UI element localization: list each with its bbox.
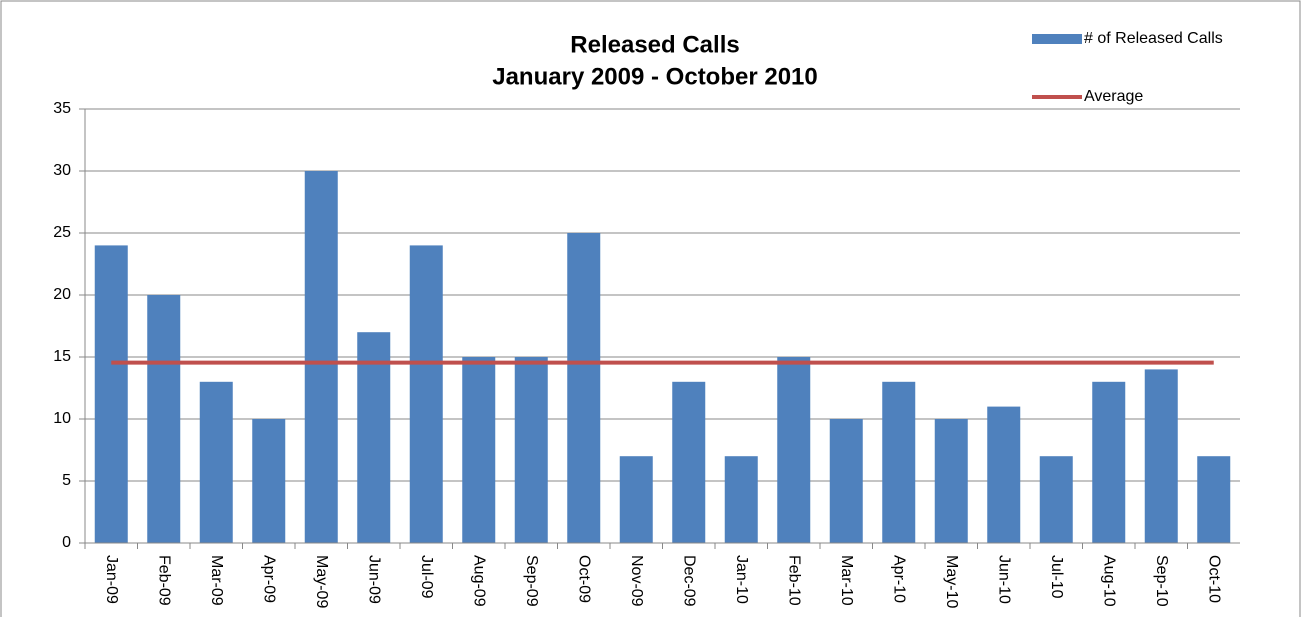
bar [409,245,443,543]
bar [724,456,758,543]
bar [514,357,548,543]
y-tick-label: 15 [53,348,71,365]
x-tick-label: Aug-09 [471,555,488,607]
x-tick-label: Jun-09 [366,555,383,604]
y-tick-label: 10 [53,410,71,427]
y-tick-label: 20 [53,286,71,303]
chart-subtitle: January 2009 - October 2010 [492,63,818,90]
x-tick-label: May-10 [943,555,960,608]
bar [357,332,391,543]
legend-label: Average [1084,88,1143,105]
bar [777,357,811,543]
bar [252,419,286,543]
bar [1197,456,1231,543]
chart-title: Released Calls [570,31,739,58]
bar [462,357,496,543]
x-tick-label: Dec-09 [681,555,698,607]
bar [672,381,706,543]
x-tick-label: Jun-10 [996,555,1013,604]
bar [567,233,601,543]
y-tick-label: 35 [53,100,71,117]
x-tick-label: Aug-10 [1101,555,1118,607]
x-tick-label: May-09 [313,555,330,608]
bar [1092,381,1126,543]
bar [147,295,181,543]
x-tick-label: Oct-10 [1206,555,1223,603]
bar [304,171,338,543]
bar [1144,369,1178,543]
y-tick-label: 30 [53,162,71,179]
x-tick-label: Jul-10 [1048,555,1065,599]
legend-label: # of Released Calls [1084,30,1223,47]
x-tick-label: Jan-10 [733,555,750,604]
y-tick-label: 0 [62,534,71,551]
x-tick-label: Jul-09 [418,555,435,599]
legend-swatch [1032,34,1082,44]
x-tick-label: Feb-09 [156,555,173,606]
x-tick-label: Mar-09 [208,555,225,606]
bar [1039,456,1073,543]
bar [934,419,968,543]
x-tick-label: Oct-09 [576,555,593,603]
bar [94,245,128,543]
bar [199,381,233,543]
x-tick-label: Sep-09 [523,555,540,607]
x-tick-label: Nov-09 [628,555,645,607]
y-tick-label: 5 [62,472,71,489]
bar [987,406,1021,543]
x-tick-label: Sep-10 [1153,555,1170,607]
x-tick-label: Mar-10 [838,555,855,606]
x-tick-label: Jan-09 [103,555,120,604]
x-tick-label: Apr-10 [891,555,908,603]
bar [619,456,653,543]
x-tick-label: Apr-09 [261,555,278,603]
y-tick-label: 25 [53,224,71,241]
bar [829,419,863,543]
bar [882,381,916,543]
x-tick-label: Feb-10 [786,555,803,606]
